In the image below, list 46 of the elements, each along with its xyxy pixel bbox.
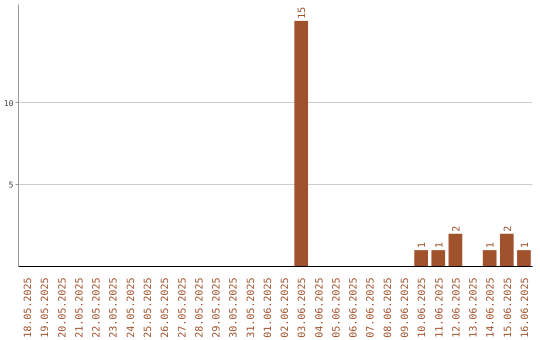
data-label: 2 xyxy=(451,226,462,232)
x-tick-label: 18.05.2025 xyxy=(23,277,34,338)
x-tick-label: 11.06.2025 xyxy=(434,277,446,338)
x-tick-label: 24.05.2025 xyxy=(126,277,137,338)
data-label: 15 xyxy=(297,6,308,19)
x-tick-label: 25.05.2025 xyxy=(143,277,154,338)
data-label: 1 xyxy=(520,242,531,248)
x-tick-label: 13.06.2025 xyxy=(468,277,480,338)
bar xyxy=(482,250,497,266)
x-tick-label: 04.06.2025 xyxy=(314,277,326,338)
bar xyxy=(431,250,446,266)
x-tick-label: 21.05.2025 xyxy=(74,277,86,338)
bar xyxy=(294,20,308,266)
x-tick-label: 01.06.2025 xyxy=(262,277,274,338)
x-tick-label: 28.05.2025 xyxy=(194,277,206,338)
x-tick-label: 30.05.2025 xyxy=(228,277,240,338)
x-tick-label: 05.06.2025 xyxy=(331,277,342,338)
x-tick-label: 14.06.2025 xyxy=(486,277,497,338)
bar xyxy=(414,250,428,266)
x-tick-label: 19.05.2025 xyxy=(40,277,52,338)
x-tick-label: 07.06.2025 xyxy=(366,277,377,338)
x-tick-label: 23.05.2025 xyxy=(108,277,120,338)
x-tick-label: 29.05.2025 xyxy=(212,277,223,338)
data-label: 2 xyxy=(502,226,514,232)
x-tick-label: 10.06.2025 xyxy=(417,277,428,338)
x-tick-label: 02.06.2025 xyxy=(280,277,292,338)
bar xyxy=(448,234,462,266)
bar xyxy=(517,250,531,266)
x-tick-label: 26.05.2025 xyxy=(160,277,172,338)
x-tick-label: 16.06.2025 xyxy=(520,277,531,338)
x-tick-label: 22.05.2025 xyxy=(92,277,103,338)
y-tick-label: 5 xyxy=(8,180,14,190)
x-tick-label: 09.06.2025 xyxy=(400,277,411,338)
x-tick-label: 06.06.2025 xyxy=(348,277,360,338)
y-tick-label: 10 xyxy=(4,98,14,108)
data-label: 1 xyxy=(434,242,446,248)
x-tick-label: 20.05.2025 xyxy=(57,277,68,338)
x-tick-label: 08.06.2025 xyxy=(382,277,394,338)
x-tick-label: 12.06.2025 xyxy=(451,277,462,338)
x-tick-label: 27.05.2025 xyxy=(177,277,188,338)
x-tick-label: 15.06.2025 xyxy=(502,277,514,338)
data-label: 1 xyxy=(417,242,428,248)
data-label: 1 xyxy=(486,242,497,248)
x-tick-label: 31.05.2025 xyxy=(246,277,257,338)
bar xyxy=(500,234,514,266)
x-tick-label: 03.06.2025 xyxy=(297,277,308,338)
